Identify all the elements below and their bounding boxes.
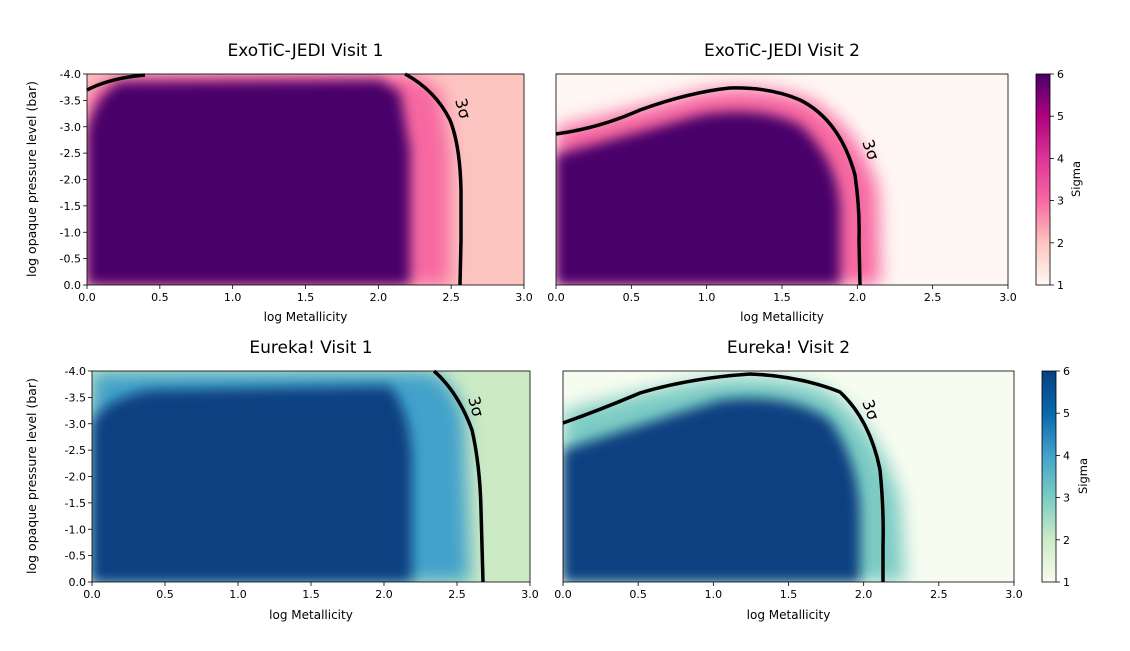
x-tick-label: 0.0 [554, 588, 572, 601]
x-tick-label: 0.5 [156, 588, 174, 601]
contour-3sigma-line [562, 372, 885, 582]
colorbar-tick-label: 5 [1063, 407, 1070, 420]
y-tick-label: -3.0 [65, 418, 86, 431]
x-tick-label: 3.0 [1005, 588, 1023, 601]
x-tick-label: 0.5 [151, 291, 169, 304]
x-axis-ticks: 0.0 0.5 1.0 1.5 2.0 2.5 3.0 [554, 582, 1023, 601]
colorbar-tick-label: 2 [1063, 534, 1070, 547]
x-tick-label: 1.5 [297, 291, 315, 304]
colorbar-tick-label: 3 [1057, 195, 1064, 208]
x-tick-label: 0.5 [623, 291, 641, 304]
y-tick-label: -0.5 [60, 253, 81, 266]
x-tick-label: 0.0 [83, 588, 101, 601]
colorbar-gradient [1035, 73, 1051, 286]
contour-label: 3σ [451, 96, 475, 121]
panel-title: Eureka! Visit 2 [727, 338, 850, 358]
colorbar-ticks: 1 2 3 4 5 6 [1050, 68, 1064, 292]
heatmap-area [92, 371, 530, 582]
x-tick-label: 3.0 [521, 588, 539, 601]
contour-3sigma-line [432, 369, 485, 583]
y-tick-label: -2.5 [65, 444, 86, 457]
colorbar-gradient [1041, 370, 1057, 583]
colorbar-rdpu: 1 2 3 4 5 6 Sigma [1035, 68, 1083, 292]
x-tick-label: 2.0 [849, 291, 867, 304]
y-tick-label: -3.5 [65, 391, 86, 404]
colorbar-tick-label: 1 [1063, 576, 1070, 589]
x-tick-label: 2.5 [448, 588, 466, 601]
y-tick-label: -4.0 [60, 68, 81, 81]
y-tick-label: -2.5 [60, 147, 81, 160]
x-tick-label: 1.0 [705, 588, 723, 601]
y-tick-label: -1.5 [65, 497, 86, 510]
colorbar-tick-label: 4 [1057, 152, 1064, 165]
x-axis-label: log Metallicity [264, 310, 348, 324]
x-tick-label: 1.0 [224, 291, 242, 304]
colorbar-label: Sigma [1076, 458, 1090, 494]
y-tick-label: -2.0 [65, 471, 86, 484]
x-tick-label: 0.0 [547, 291, 565, 304]
x-tick-label: 2.0 [855, 588, 873, 601]
y-tick-label: -1.0 [65, 523, 86, 536]
panel-title: Eureka! Visit 1 [249, 338, 372, 358]
x-axis-label: log Metallicity [747, 608, 831, 622]
colorbar-tick-label: 2 [1057, 237, 1064, 250]
y-tick-label: -0.5 [65, 550, 86, 563]
y-tick-label: -4.0 [65, 365, 86, 378]
x-axis-ticks: 0.0 0.5 1.0 1.5 2.0 2.5 3.0 [83, 582, 539, 601]
x-tick-label: 1.5 [302, 588, 320, 601]
x-tick-label: 1.5 [773, 291, 791, 304]
x-tick-label: 3.0 [999, 291, 1017, 304]
panel-jedi-visit-1: ExoTiC-JEDI Visit 1 3σ 0.0 0.5 1.0 1.5 2.0 2.… [24, 41, 533, 324]
y-axis-label: log opaque pressure level (bar) [24, 81, 39, 277]
x-tick-label: 0.5 [629, 588, 647, 601]
x-tick-label: 2.0 [370, 291, 388, 304]
heatmap-area [563, 371, 1014, 582]
x-tick-label: 2.0 [375, 588, 393, 601]
heatmap-area [87, 74, 524, 285]
x-axis-label: log Metallicity [740, 310, 824, 324]
panel-title: ExoTiC-JEDI Visit 1 [228, 41, 384, 61]
x-tick-label: 2.5 [442, 291, 460, 304]
x-tick-label: 1.0 [698, 291, 716, 304]
y-tick-label: 0.0 [64, 279, 82, 292]
x-tick-label: 1.5 [780, 588, 798, 601]
y-axis-ticks: -4.0 -3.5 -3.0 -2.5 -2.0 -1.5 -1.0 -0.5 0.0 [60, 68, 87, 292]
colorbar-tick-label: 1 [1057, 279, 1064, 292]
y-tick-label: -1.5 [60, 200, 81, 213]
colorbar-tick-label: 4 [1063, 449, 1070, 462]
colorbar-label: Sigma [1069, 161, 1083, 197]
contour-label: 3σ [464, 394, 488, 419]
x-tick-label: 2.5 [924, 291, 942, 304]
panel-title: ExoTiC-JEDI Visit 2 [704, 41, 860, 61]
heatmap-area [556, 74, 1008, 285]
x-tick-label: 0.0 [78, 291, 96, 304]
contour-3sigma-line [404, 72, 463, 286]
y-tick-label: -3.5 [60, 94, 81, 107]
x-axis-ticks: 0.0 0.5 1.0 1.5 2.0 2.5 3.0 [78, 285, 533, 304]
colorbar-tick-label: 3 [1063, 492, 1070, 505]
y-tick-label: -3.0 [60, 121, 81, 134]
x-tick-label: 2.5 [930, 588, 948, 601]
y-tick-label: 0.0 [69, 576, 87, 589]
x-axis-label: log Metallicity [269, 608, 353, 622]
colorbar-ticks: 1 2 3 4 5 6 [1056, 365, 1070, 589]
colorbar-tick-label: 5 [1057, 110, 1064, 123]
panel-jedi-visit-2: ExoTiC-JEDI Visit 2 3σ 0.0 0.5 1.0 1.5 2.0 2.… [547, 41, 1017, 324]
y-axis-ticks: -4.0 -3.5 -3.0 -2.5 -2.0 -1.5 -1.0 -0.5 0.0 [65, 365, 92, 589]
x-tick-label: 3.0 [515, 291, 533, 304]
contour-3sigma-line [86, 73, 146, 92]
y-tick-label: -2.0 [60, 174, 81, 187]
x-tick-label: 1.0 [229, 588, 247, 601]
contour-3sigma-line [555, 86, 862, 286]
colorbar-gnbu: 1 2 3 4 5 6 Sigma [1041, 365, 1090, 589]
panel-eureka-visit-2: Eureka! Visit 2 3σ 0.0 0.5 1.0 1.5 2.0 2.5 3.0… [554, 338, 1023, 622]
colorbar-tick-label: 6 [1063, 365, 1070, 378]
panel-eureka-visit-1: Eureka! Visit 1 3σ 0.0 0.5 1.0 1.5 2.0 2.5 3.0… [24, 338, 539, 622]
y-tick-label: -1.0 [60, 226, 81, 239]
colorbar-tick-label: 6 [1057, 68, 1064, 81]
x-axis-ticks: 0.0 0.5 1.0 1.5 2.0 2.5 3.0 [547, 285, 1017, 304]
y-axis-label: log opaque pressure level (bar) [24, 378, 39, 574]
